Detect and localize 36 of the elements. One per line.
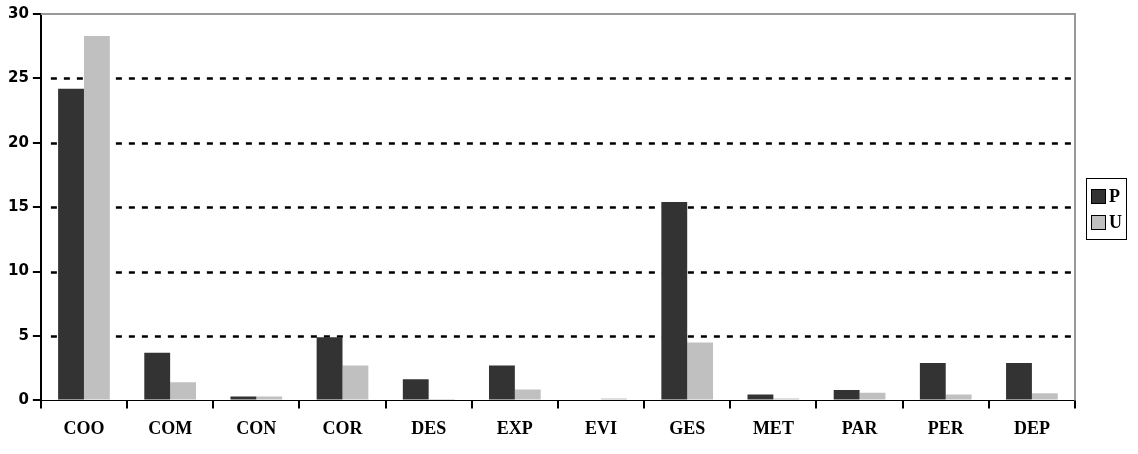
bar	[514, 389, 541, 400]
legend-label: P	[1109, 185, 1120, 207]
bar	[489, 365, 515, 400]
x-tick-label: PAR	[841, 417, 879, 438]
bar	[83, 35, 110, 400]
x-tick-label: COO	[63, 417, 105, 438]
y-tick-label: 30	[8, 3, 29, 22]
bar	[58, 88, 84, 400]
legend-label: U	[1109, 211, 1122, 233]
bar	[1006, 363, 1032, 400]
bar	[1031, 393, 1058, 400]
x-tick-label: GES	[669, 417, 706, 438]
bar	[316, 337, 343, 400]
y-tick-label: 15	[8, 197, 29, 216]
x-tick-label: COR	[322, 417, 364, 438]
x-tick-label: CON	[236, 417, 277, 438]
x-tick-label: DES	[411, 417, 447, 438]
y-tick-label: 0	[18, 390, 29, 409]
bar	[833, 390, 860, 400]
bar	[919, 363, 946, 400]
bar	[144, 352, 171, 400]
y-tick-label: 10	[8, 261, 29, 280]
y-tick-label: 5	[18, 325, 29, 344]
x-tick-label: PER	[927, 417, 965, 438]
bar	[402, 379, 429, 400]
x-tick-label: COM	[148, 417, 193, 438]
bar	[687, 342, 714, 400]
y-tick-label: 25	[8, 68, 29, 87]
x-tick-label: DEP	[1013, 417, 1050, 438]
x-tick-label: MET	[752, 417, 794, 438]
y-tick-label: 20	[8, 132, 29, 151]
bar	[342, 365, 369, 400]
x-tick-label: EXP	[496, 417, 533, 438]
x-tick-label: EVI	[585, 417, 618, 438]
bar	[170, 382, 196, 400]
bar	[661, 202, 688, 400]
